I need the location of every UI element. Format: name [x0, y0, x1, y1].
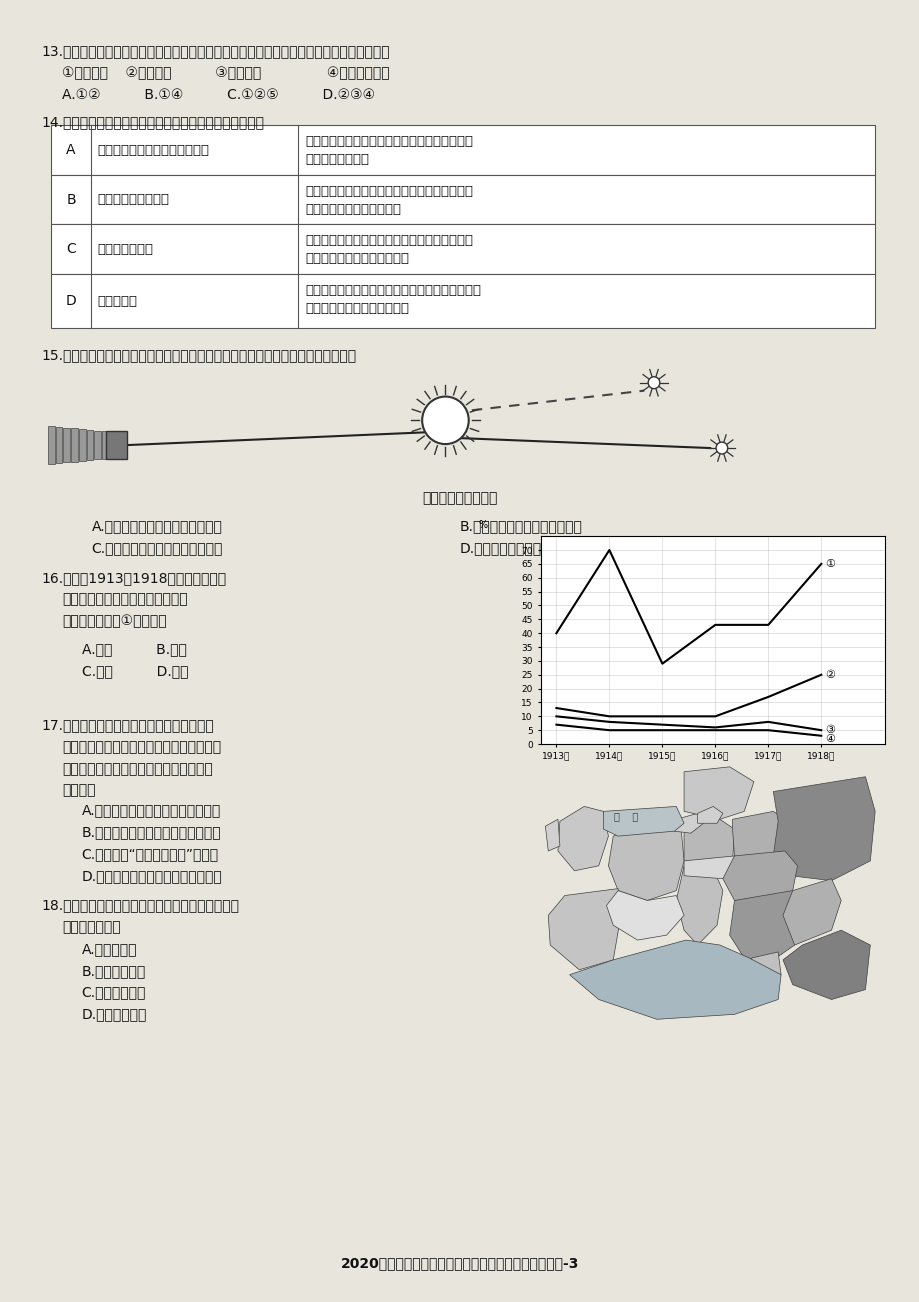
Text: 16.右图是1913－1918年英、法、德、: 16.右图是1913－1918年英、法、德、: [41, 570, 226, 585]
Circle shape: [422, 397, 468, 444]
Text: 标志着科学社会主义的诞生。: 标志着科学社会主义的诞生。: [305, 302, 409, 315]
Text: B.阐发于《论动体的电动力学》: B.阐发于《论动体的电动力学》: [460, 519, 583, 534]
Text: 条反抗殖民地统治的独特道路。下列项中，: 条反抗殖民地统治的独特道路。下列项中，: [62, 740, 221, 754]
Text: 《德意志意识形态》: 《德意志意识形态》: [97, 193, 169, 206]
FancyBboxPatch shape: [102, 431, 107, 458]
Text: B.一战前的欧洲: B.一战前的欧洲: [82, 963, 146, 978]
FancyBboxPatch shape: [95, 431, 101, 460]
Text: D.发现了能量辐射的运动原则: D.发现了能量辐射的运动原则: [460, 542, 575, 555]
Text: C: C: [66, 242, 76, 256]
Text: 有关印度第一次非暴力不合作运动的说法: 有关印度第一次非暴力不合作运动的说法: [62, 762, 213, 776]
Text: 14.下列马克思的文章（或著作）与对其评述对应正确的是: 14.下列马克思的文章（或著作）与对其评述对应正确的是: [41, 116, 264, 129]
Text: A: A: [66, 143, 75, 158]
Text: 17.在亚洲民族解放运动史上，甘地创立了一: 17.在亚洲民族解放运动史上，甘地创立了一: [41, 719, 213, 732]
Text: 《法兰西内战》: 《法兰西内战》: [97, 242, 153, 255]
Text: D.不合作范围包括了政府就职和选举: D.不合作范围包括了政府就职和选举: [82, 868, 222, 883]
Text: 统阐明了唯物主义历史观。: 统阐明了唯物主义历史观。: [305, 203, 402, 216]
Circle shape: [715, 443, 727, 454]
FancyBboxPatch shape: [63, 428, 70, 462]
Text: 18.右图是欧洲某一时期的疆域图。仔细阅读该图，: 18.右图是欧洲某一时期的疆域图。仔细阅读该图，: [41, 898, 239, 913]
Text: C.一战时的欧洲: C.一战时的欧洲: [82, 986, 146, 1000]
Text: A.拿破仓时代: A.拿破仓时代: [82, 943, 137, 956]
Text: 是马克思和恩格斯合作的第一部作品，第一次系: 是马克思和恩格斯合作的第一部作品，第一次系: [305, 185, 473, 198]
Text: ①英国下院    ②法国总统          ③美国总统               ④德国帝国议会: ①英国下院 ②法国总统 ③美国总统 ④德国帝国议会: [62, 66, 390, 79]
FancyBboxPatch shape: [48, 426, 54, 464]
FancyBboxPatch shape: [106, 431, 127, 458]
Text: 第一次指明无产阶级是实现社会主义革命、完成: 第一次指明无产阶级是实现社会主义革命、完成: [305, 135, 473, 148]
Text: 例示意图。其中①代表的是: 例示意图。其中①代表的是: [62, 615, 166, 629]
Text: 2020学年第一学期期末高中教学质量检测高二历史试题-3: 2020学年第一学期期末高中教学质量检测高二历史试题-3: [340, 1256, 579, 1269]
FancyBboxPatch shape: [51, 224, 874, 273]
Text: 《《黑格尔法哲学批判》导言》: 《《黑格尔法哲学批判》导言》: [97, 143, 209, 156]
Text: 13.选举和议会立法是近代资产阶级代议制度的典型特征。下列各项中，由选民普选产生的有: 13.选举和议会立法是近代资产阶级代议制度的典型特征。下列各项中，由选民普选产生…: [41, 44, 389, 59]
FancyBboxPatch shape: [51, 273, 874, 328]
FancyBboxPatch shape: [71, 428, 78, 462]
FancyBboxPatch shape: [51, 174, 874, 224]
FancyBboxPatch shape: [55, 427, 62, 464]
Text: B.起因于殖民当局颌布了食盐专营法: B.起因于殖民当局颌布了食盐专营法: [82, 825, 221, 840]
Text: A.英国          B.俄国: A.英国 B.俄国: [82, 642, 187, 656]
Text: 15.仔细观察下图的物理现象，这一现象可以用一种科学理论来解释。这一科学理论: 15.仔细观察下图的物理现象，这一现象可以用一种科学理论来解释。这一科学理论: [41, 348, 356, 362]
Text: 将马克思社会主义学说置于牛固的科学基础之上，: 将马克思社会主义学说置于牛固的科学基础之上，: [305, 284, 482, 297]
FancyBboxPatch shape: [86, 430, 93, 460]
Text: C.德国          D.法国: C.德国 D.法国: [82, 664, 188, 678]
FancyBboxPatch shape: [79, 430, 85, 461]
Circle shape: [648, 376, 659, 389]
Text: 虽远在布鲁塞尔，马克思还是通过此书高度赞扬: 虽远在布鲁塞尔，马克思还是通过此书高度赞扬: [305, 234, 473, 247]
Text: 光线经过太阳变弯曲: 光线经过太阳变弯曲: [422, 492, 497, 505]
Text: A.开创了以实验为基础的近代科学: A.开创了以实验为基础的近代科学: [91, 519, 222, 534]
Text: 俄四国参加罢工工人占工人总数比: 俄四国参加罢工工人占工人总数比: [62, 592, 187, 607]
Text: 了巴黎无产阶级的革命精神。: 了巴黎无产阶级的革命精神。: [305, 253, 409, 266]
Text: B: B: [66, 193, 75, 207]
Text: C.构成现代物理学基本的理论框架: C.构成现代物理学基本的理论框架: [91, 542, 222, 555]
FancyBboxPatch shape: [51, 125, 874, 174]
Text: A.甘地以国大党主席的身份领导运动: A.甘地以国大党主席的身份领导运动: [82, 803, 221, 818]
Text: 正确的是: 正确的是: [62, 784, 96, 798]
Text: C.明确提出“英国退出印度”的主张: C.明确提出“英国退出印度”的主张: [82, 848, 219, 861]
Text: 人类解放的力量。: 人类解放的力量。: [305, 154, 369, 167]
Text: 它最有可能是在: 它最有可能是在: [62, 921, 120, 935]
Text: D.一战后的欧洲: D.一战后的欧洲: [82, 1008, 147, 1021]
Text: 《资本论》: 《资本论》: [97, 294, 137, 307]
Text: D: D: [65, 294, 76, 309]
Text: A.①②          B.①④          C.①②⑤          D.②③④: A.①② B.①④ C.①②⑤ D.②③④: [62, 87, 375, 102]
